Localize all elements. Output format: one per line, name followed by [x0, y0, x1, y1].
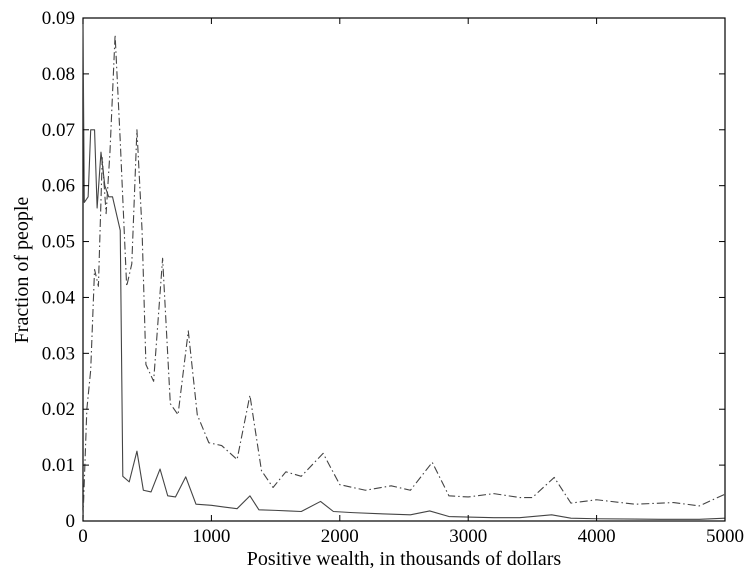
x-tick-label: 4000 [578, 526, 616, 547]
x-tick-label: 1000 [192, 526, 230, 547]
ticks-layer: 0 1000 2000 3000 4000 5000 0 0.01 0.02 0.03 0.04 0.… [42, 8, 744, 547]
y-tick-label: 0.03 [42, 343, 75, 364]
y-tick-label: 0.09 [42, 8, 75, 29]
plot-area [82, 17, 726, 522]
x-axis-title: Positive wealth, in thousands of dollars [247, 548, 562, 570]
x-tick-label: 0 [78, 526, 88, 547]
y-tick-label: 0 [66, 511, 76, 532]
series-layer [82, 23, 726, 520]
y-tick-label: 0.06 [42, 176, 75, 197]
y-tick-label: 0.07 [42, 120, 75, 141]
y-tick-label: 0.04 [42, 287, 76, 308]
x-tick-label: 2000 [321, 526, 359, 547]
y-tick-label: 0.08 [42, 64, 75, 85]
y-tick-label: 0.05 [42, 232, 75, 253]
x-tick-label: 5000 [706, 526, 744, 547]
x-tick-label: 3000 [449, 526, 487, 547]
y-tick-label: 0.01 [42, 455, 75, 476]
y-axis-title: Fraction of people [11, 197, 33, 344]
series-line-dash-dot [82, 34, 726, 519]
y-tick-label: 0.02 [42, 399, 75, 420]
series-line-solid [82, 23, 726, 520]
